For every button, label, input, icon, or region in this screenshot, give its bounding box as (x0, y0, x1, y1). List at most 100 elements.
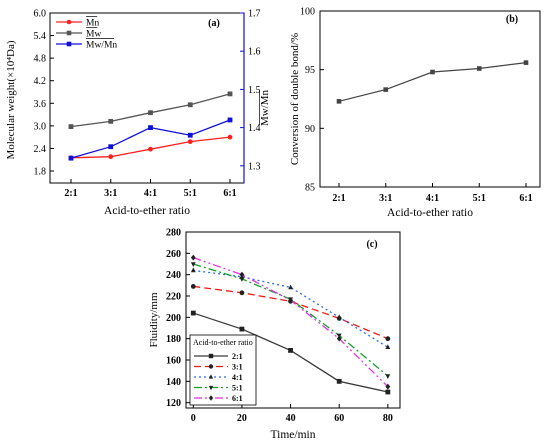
panel-c-ytick-label: 260 (166, 249, 181, 260)
panel-c-xtick-label: 60 (334, 413, 344, 424)
panel-a-point (68, 155, 74, 161)
panel-c-point (190, 262, 196, 267)
panel-a-point (108, 118, 114, 124)
panel-b-point (476, 66, 482, 71)
panel-c-point (385, 374, 391, 379)
panel-a-point (227, 117, 233, 123)
panel-a-legend-label: Mw/Mn (86, 41, 117, 51)
panel-a-legend-marker (66, 41, 72, 47)
panel-a-point (68, 124, 74, 130)
panel-a-xtick-label: 3:1 (104, 188, 117, 199)
panel-a-xtick-label: 2:1 (64, 188, 77, 199)
panel-c-ytick-label: 140 (166, 377, 181, 388)
panel-a-point (187, 139, 193, 145)
panel-c-legend-marker (208, 353, 214, 359)
panel-a-y2tick-label: 1.4 (248, 123, 261, 134)
panel-a-legend-marker (66, 30, 72, 36)
panel-c-point (239, 290, 245, 296)
panel-b-point (430, 69, 435, 75)
panel-a-y2label: Mw/Mn (259, 89, 271, 126)
panel-c-point (239, 277, 245, 282)
panel-a-xlabel: Acid-to-ether ratio (104, 205, 190, 217)
panel-a-xtick-label: 5:1 (184, 188, 197, 199)
panel-c-series-line-1 (193, 285, 389, 340)
panel-a-xtick-label: 4:1 (144, 188, 157, 199)
panel-c-point (288, 284, 293, 290)
panel-c-tag: (c) (366, 239, 377, 250)
panel-a-legend-marker (66, 19, 72, 25)
panel-b-xlabel: Acid-to-ether ratio (387, 207, 473, 219)
panel-c-point (190, 310, 196, 316)
panel-c-point (336, 314, 342, 320)
panel-c-point (190, 254, 196, 261)
panel-c-ytick-label: 240 (166, 270, 181, 281)
panel-a-ytick-label: 5.4 (34, 31, 47, 42)
panel-a-point (187, 132, 193, 138)
panel-b-series-line (338, 62, 527, 102)
panel-c-legend-marker (208, 385, 214, 391)
panel-b-xtick-label: 4:1 (426, 193, 439, 204)
panel-b-ytick-label: 95 (305, 65, 315, 76)
panel-c-legend-marker (208, 395, 214, 401)
panel-c-legend-label: 6:1 (232, 394, 243, 403)
panel-c-point (336, 335, 342, 342)
panel-a-point (148, 146, 153, 152)
panel-a-point (187, 102, 193, 108)
panel-a-y2tick-label: 1.6 (248, 47, 261, 58)
panel-b-xtick-label: 3:1 (379, 193, 392, 204)
panel-c-ytick-label: 120 (166, 398, 181, 409)
panel-a-ytick-label: 1.8 (34, 167, 47, 178)
panel-c-point (190, 267, 196, 273)
panel-c-ytick-label: 160 (166, 356, 181, 367)
panel-b-xtick-label: 5:1 (473, 193, 486, 204)
panel-c-ytick-label: 180 (166, 334, 181, 345)
panel-c-ylabel: Fluidity/mm (148, 292, 160, 347)
panel-b-point (383, 87, 389, 92)
panel-b-ytick-label: 100 (300, 7, 315, 18)
panel-c-point (288, 348, 293, 353)
panel-c-legend-label: 3:1 (232, 363, 243, 372)
panel-c-xtick-label: 40 (286, 413, 296, 424)
panel-b-xtick-label: 2:1 (332, 193, 345, 204)
panel-a-legend-label: Mn (86, 19, 99, 29)
panel-c-point (385, 389, 391, 395)
panel-c-legend-label: 5:1 (232, 384, 243, 393)
panel-b-xtick-label: 6:1 (519, 193, 532, 204)
panel-c-xtick-label: 80 (383, 413, 393, 424)
panel-c-legend-label: 2:1 (232, 352, 243, 361)
panel-a-ytick-label: 3.6 (34, 99, 47, 110)
panel-a-xtick-label: 6:1 (223, 188, 236, 199)
panel-a-point (148, 110, 153, 116)
panel-c-xtick-label: 0 (191, 413, 196, 424)
panel-a-ylabel: Molecular weight(×10⁴Da) (5, 40, 17, 159)
panel-a-point (227, 91, 233, 97)
panel-c-legend-label: 4:1 (232, 373, 243, 382)
panel-a-legend-label: Mw (86, 30, 101, 40)
panel-c-point (190, 284, 196, 289)
panel-c-ytick-label: 220 (166, 292, 181, 303)
panel-c-point (385, 383, 391, 390)
panel-a-tag: (a) (208, 18, 220, 29)
panel-c-legend-marker (208, 364, 214, 369)
panel-b-tag: (b) (506, 14, 518, 25)
panel-a-y2tick-label: 1.7 (248, 9, 261, 20)
panel-c-xtick-label: 20 (237, 413, 247, 424)
panel-c-point (239, 326, 245, 332)
panel-b-ytick-label: 90 (305, 124, 315, 135)
panel-a-point (108, 154, 114, 160)
panel-b-point (336, 99, 342, 104)
panel-a-y2tick-label: 1.3 (248, 161, 261, 172)
panel-a-point (108, 144, 114, 150)
panel-b-ylabel: Conversion of double bond/% (289, 33, 301, 165)
panel-b-frame (319, 10, 541, 188)
panel-c-point (385, 344, 391, 349)
panel-b-point (523, 60, 529, 65)
panel-b-ytick-label: 85 (305, 183, 315, 194)
panel-c-frame (185, 231, 401, 409)
panel-c-legend-box (189, 334, 257, 406)
panel-a-series-line-1 (70, 93, 231, 128)
panel-a-ytick-label: 4.2 (34, 76, 47, 87)
panel-c-legend-marker (208, 374, 214, 379)
panel-c-xlabel: Time/min (271, 429, 316, 441)
